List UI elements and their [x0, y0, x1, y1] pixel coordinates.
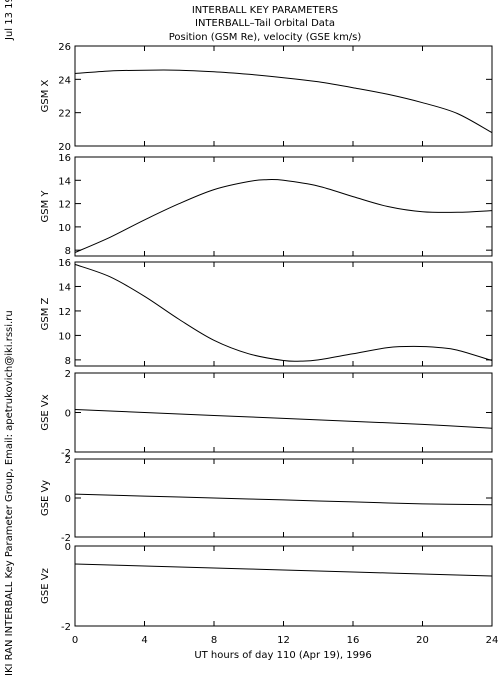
- title-line-2: INTERBALL–Tail Orbital Data: [195, 18, 335, 29]
- y-tick-label: 16: [58, 153, 71, 164]
- y-tick-label: 0: [65, 409, 71, 420]
- panel-gse-vx: -2 0 2 GSE Vx: [40, 369, 493, 459]
- series-line: [74, 263, 493, 362]
- panel-frame: [74, 45, 493, 147]
- y-tick-label: 26: [58, 42, 71, 53]
- y-tick-label: 10: [58, 331, 71, 342]
- x-tick-label: 12: [277, 635, 290, 646]
- panel-frame: [74, 545, 493, 627]
- y-tick-label: 16: [58, 258, 71, 269]
- y-tick-label: 14: [58, 282, 71, 293]
- y-tick-label: 12: [58, 200, 71, 211]
- panel-frame: [74, 261, 493, 367]
- panel-frame: [74, 458, 493, 538]
- y-tick-label: 14: [58, 176, 71, 187]
- panel-gsm-y: 8 10 12 14 16 GSM Y: [40, 153, 493, 257]
- series-line: [74, 69, 493, 134]
- y-tick-label: -2: [61, 622, 71, 633]
- y-tick-label: 2: [65, 369, 71, 380]
- y-tick-label: -2: [61, 448, 71, 459]
- y-tick-label: 2: [65, 455, 71, 466]
- panel-frame: [74, 156, 493, 257]
- title-line-1: INTERBALL KEY PARAMETERS: [192, 5, 338, 16]
- y-tick-label: -2: [61, 533, 71, 544]
- x-tick-label: 8: [211, 635, 217, 646]
- x-axis: 0 4 8 12 16 20 24: [72, 635, 499, 646]
- y-axis-label: GSE Vz: [40, 568, 51, 604]
- series-line: [74, 563, 493, 577]
- x-tick-label: 4: [141, 635, 147, 646]
- x-tick-label: 20: [416, 635, 429, 646]
- series-line: [74, 493, 493, 506]
- y-axis-label: GSM X: [40, 79, 51, 112]
- y-tick-label: 0: [65, 494, 71, 505]
- chart-title: INTERBALL KEY PARAMETERS INTERBALL–Tail …: [169, 5, 362, 43]
- y-tick-label: 8: [65, 246, 71, 257]
- y-axis-label: GSE Vy: [40, 480, 51, 516]
- y-axis-label: GSM Z: [40, 297, 51, 330]
- x-tick-label: 24: [486, 635, 499, 646]
- y-tick-label: 22: [58, 109, 71, 120]
- y-axis-label: GSE Vx: [40, 394, 51, 430]
- credit-text: IKI RAN INTERBALL Key Parameter Group, E…: [4, 310, 15, 676]
- y-tick-label: 10: [58, 223, 71, 234]
- y-tick-label: 8: [65, 356, 71, 367]
- panel-gse-vz: -2 0 GSE Vz: [40, 542, 493, 633]
- title-line-3: Position (GSM Re), velocity (GSE km/s): [169, 32, 362, 43]
- series-line: [74, 409, 493, 429]
- y-tick-label: 0: [65, 542, 71, 553]
- x-axis-label: UT hours of day 110 (Apr 19), 1996: [194, 650, 371, 661]
- date-stamp: Jul 13 1998: [4, 0, 15, 41]
- x-tick-label: 0: [72, 635, 78, 646]
- y-tick-label: 12: [58, 307, 71, 318]
- y-tick-label: 24: [58, 75, 71, 86]
- series-line: [74, 179, 493, 253]
- y-axis-label: GSM Y: [40, 190, 51, 223]
- x-tick-label: 16: [347, 635, 360, 646]
- panel-gsm-x: 20 22 24 26 GSM X: [40, 42, 493, 153]
- panel-gsm-z: 8 10 12 14 16 GSM Z: [40, 258, 493, 367]
- y-tick-label: 20: [58, 142, 71, 153]
- panel-gse-vy: -2 0 2 GSE Vy: [40, 455, 493, 544]
